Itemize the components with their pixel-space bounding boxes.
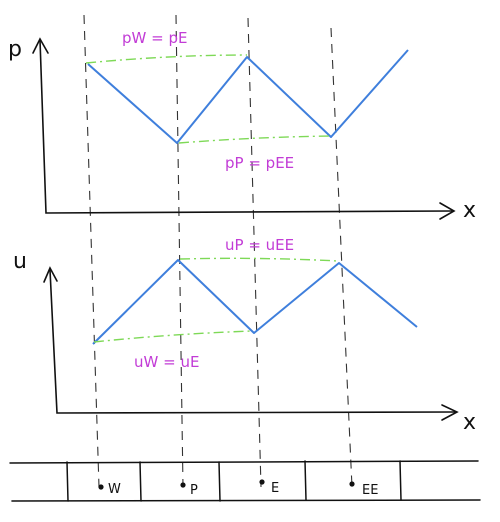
guide-line-p bbox=[175, 14, 184, 488]
pressure-y-arrowhead bbox=[32, 37, 49, 54]
node-dot-e bbox=[259, 479, 265, 485]
pressure-plot: p x pW = pE pP = pEE bbox=[8, 29, 476, 223]
pressure-w-e-link bbox=[85, 54, 248, 64]
velocity-p-ee-link bbox=[179, 257, 339, 262]
velocity-curve bbox=[92, 259, 418, 345]
pressure-annotation-w-e: pW = pE bbox=[122, 29, 187, 47]
velocity-x-label: x bbox=[463, 410, 476, 435]
guide-line-w bbox=[83, 14, 100, 488]
grid-wall-4 bbox=[304, 460, 307, 501]
pressure-p-ee-link bbox=[178, 135, 332, 144]
pressure-equality-lines bbox=[85, 54, 332, 144]
node-dot-w bbox=[98, 484, 104, 490]
grid-bottom-edge bbox=[11, 499, 481, 502]
pressure-y-axis bbox=[39, 39, 453, 214]
grid-wall-5 bbox=[399, 460, 402, 501]
node-label-ee: EE bbox=[362, 483, 378, 498]
pressure-curve bbox=[87, 49, 409, 144]
grid-top-edge bbox=[9, 460, 479, 464]
velocity-y-arrowhead bbox=[43, 266, 58, 283]
velocity-x-arrowhead bbox=[441, 404, 459, 421]
grid-strip: W P E EE bbox=[9, 460, 481, 502]
velocity-y-axis bbox=[49, 269, 456, 414]
grid-node-ee: EE bbox=[349, 481, 378, 498]
node-label-e: E bbox=[271, 481, 279, 496]
guide-line-ee bbox=[330, 27, 353, 488]
grid-wall-3 bbox=[218, 461, 221, 502]
grid-node-p: P bbox=[180, 482, 198, 498]
grid-wall-1 bbox=[66, 461, 69, 502]
node-label-w: W bbox=[108, 482, 121, 497]
node-guides bbox=[83, 14, 353, 488]
velocity-annotation-p-ee: uP = uEE bbox=[225, 236, 294, 254]
guide-line-e bbox=[247, 17, 262, 488]
velocity-y-label: u bbox=[13, 249, 27, 274]
node-dot-ee bbox=[349, 481, 355, 487]
node-label-p: P bbox=[190, 483, 198, 498]
pressure-x-label: x bbox=[463, 198, 476, 223]
velocity-w-e-link bbox=[93, 330, 253, 343]
pressure-x-arrowhead bbox=[439, 202, 456, 220]
velocity-equality-lines bbox=[93, 257, 339, 343]
node-dot-p bbox=[180, 482, 186, 488]
pressure-axes bbox=[32, 37, 456, 220]
grid-wall-2 bbox=[139, 461, 142, 502]
pressure-annotation-p-ee: pP = pEE bbox=[225, 154, 294, 172]
velocity-annotation-w-e: uW = uE bbox=[134, 353, 199, 371]
velocity-axes bbox=[43, 266, 459, 421]
pressure-y-label: p bbox=[8, 37, 22, 62]
velocity-plot: u x uP = uEE uW = uE bbox=[13, 236, 476, 435]
grid-node-e: E bbox=[259, 479, 279, 496]
grid-node-w: W bbox=[98, 482, 121, 497]
